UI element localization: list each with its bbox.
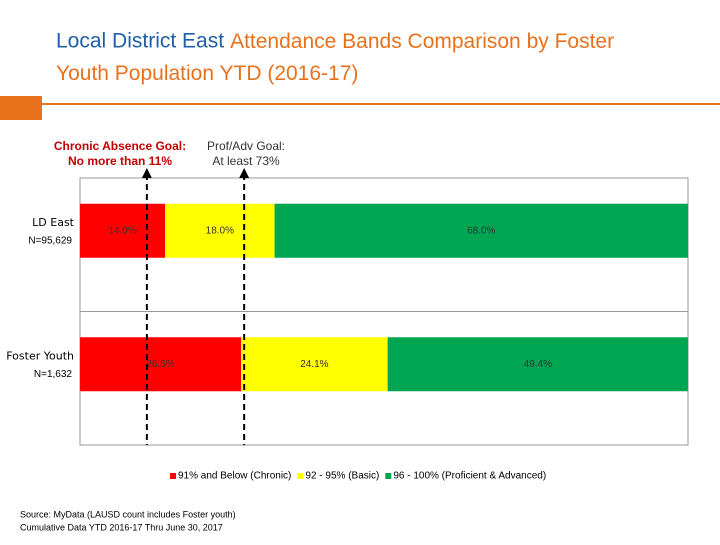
bar-segment bbox=[165, 203, 275, 258]
source-note: Cumulative Data YTD 2016-17 Thru June 30… bbox=[20, 522, 223, 532]
legend-swatch bbox=[170, 473, 176, 479]
goal-label: No more than 11% bbox=[68, 154, 172, 168]
goal-label: Chronic Absence Goal: bbox=[54, 139, 186, 153]
category-note: N=1,632 bbox=[34, 369, 73, 380]
corner-block bbox=[0, 96, 42, 120]
bar-segment bbox=[80, 203, 166, 258]
legend-label: 92 - 95% (Basic) bbox=[305, 471, 379, 482]
value-label: 24.1% bbox=[300, 359, 328, 370]
title-line: Attendance Bands Comparison by Foster bbox=[230, 30, 614, 53]
value-label: 49.4% bbox=[524, 359, 552, 370]
bar-segment bbox=[387, 337, 688, 392]
bar-segment bbox=[274, 203, 688, 258]
legend-swatch bbox=[297, 473, 304, 479]
title-line: Youth Population YTD (2016-17) bbox=[56, 62, 358, 85]
legend-label: 91% and Below (Chronic) bbox=[178, 471, 291, 482]
value-label: 14.0% bbox=[108, 225, 136, 236]
category-note: N=95,629 bbox=[28, 235, 72, 246]
legend-label: 96 - 100% (Proficient & Advanced) bbox=[393, 471, 546, 482]
chart-title-highlight: Local District East bbox=[56, 30, 224, 53]
goal-arrowhead bbox=[239, 168, 250, 178]
source-note: Source: MyData (LAUSD count includes Fos… bbox=[20, 509, 236, 519]
goal-arrowhead bbox=[141, 168, 152, 178]
goal-label: At least 73% bbox=[212, 154, 280, 168]
value-label: 18.0% bbox=[206, 225, 234, 236]
goal-label: Prof/Adv Goal: bbox=[207, 139, 285, 153]
value-label: 26.5% bbox=[146, 359, 174, 370]
value-label: 68.0% bbox=[467, 225, 495, 236]
y-tick-label: LD East bbox=[32, 216, 75, 229]
y-tick-label: Foster Youth bbox=[6, 349, 74, 362]
bar-segment bbox=[80, 337, 242, 392]
legend-swatch bbox=[385, 473, 392, 479]
chart-title-rest: Attendance Bands Comparison by Foster You… bbox=[56, 30, 614, 85]
bar-segment bbox=[241, 337, 388, 392]
